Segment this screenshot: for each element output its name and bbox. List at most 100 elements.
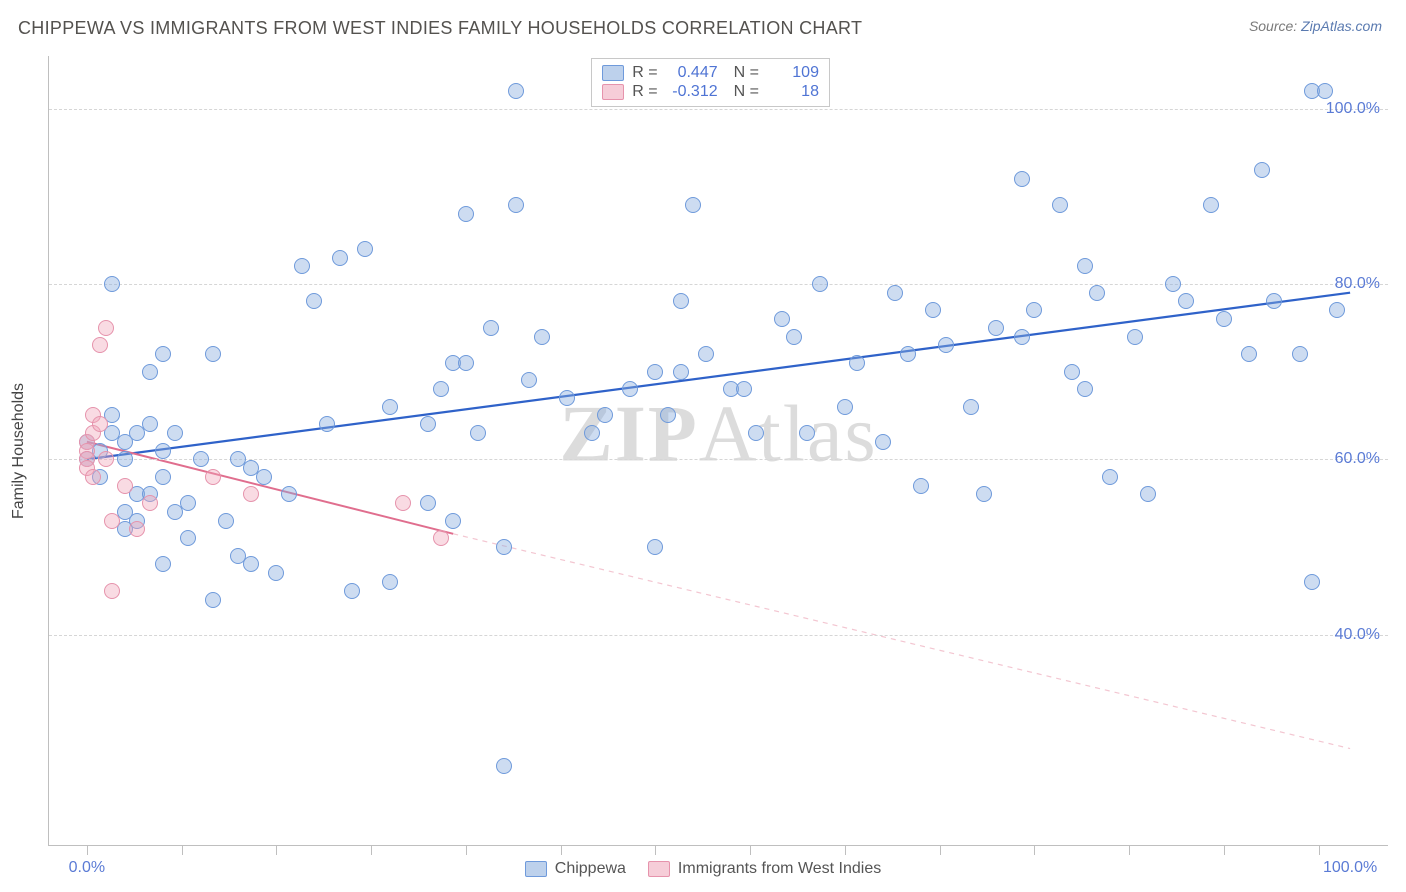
data-point-blue (420, 416, 436, 432)
data-point-blue (205, 592, 221, 608)
data-point-blue (256, 469, 272, 485)
data-point-blue (1077, 381, 1093, 397)
data-point-pink (395, 495, 411, 511)
data-point-blue (433, 381, 449, 397)
data-point-blue (1241, 346, 1257, 362)
gridline-h (49, 284, 1388, 285)
x-tick (1129, 845, 1130, 855)
legend-r-label: R = (632, 64, 657, 82)
data-point-blue (294, 258, 310, 274)
x-tick (750, 845, 751, 855)
data-point-pink (129, 521, 145, 537)
legend-item-west-indies: Immigrants from West Indies (648, 860, 881, 878)
data-point-blue (483, 320, 499, 336)
data-point-blue (748, 425, 764, 441)
data-point-blue (1052, 197, 1068, 213)
data-point-blue (925, 302, 941, 318)
data-point-blue (155, 443, 171, 459)
data-point-blue (142, 364, 158, 380)
data-point-blue (306, 293, 322, 309)
legend-row-pink: R = -0.312 N = 18 (602, 83, 819, 101)
data-point-blue (673, 364, 689, 380)
data-point-blue (344, 583, 360, 599)
legend-row-blue: R = 0.447 N = 109 (602, 64, 819, 82)
trend-lines-layer (49, 56, 1388, 845)
data-point-blue (1178, 293, 1194, 309)
data-point-blue (1304, 574, 1320, 590)
data-point-blue (508, 197, 524, 213)
data-point-blue (357, 241, 373, 257)
data-point-blue (1292, 346, 1308, 362)
legend-label: Immigrants from West Indies (678, 860, 881, 878)
data-point-pink (117, 478, 133, 494)
data-point-blue (622, 381, 638, 397)
data-point-blue (319, 416, 335, 432)
x-tick (845, 845, 846, 855)
data-point-blue (268, 565, 284, 581)
data-point-blue (1102, 469, 1118, 485)
legend-series: Chippewa Immigrants from West Indies (0, 860, 1406, 878)
data-point-blue (988, 320, 1004, 336)
legend-swatch-blue (525, 861, 547, 877)
gridline-h (49, 635, 1388, 636)
data-point-blue (938, 337, 954, 353)
data-point-blue (1317, 83, 1333, 99)
legend-swatch-pink (602, 84, 624, 100)
legend-swatch-blue (602, 65, 624, 81)
x-tick (371, 845, 372, 855)
chart-plot-area: ZIPAtlas Family Households R = 0.447 N =… (48, 56, 1388, 846)
data-point-blue (382, 399, 398, 415)
data-point-pink (433, 530, 449, 546)
watermark: ZIPAtlas (559, 389, 877, 480)
data-point-blue (786, 329, 802, 345)
data-point-blue (1014, 329, 1030, 345)
data-point-blue (1127, 329, 1143, 345)
x-tick (940, 845, 941, 855)
legend-n-value-pink: 18 (767, 83, 819, 101)
data-point-blue (104, 276, 120, 292)
data-point-blue (496, 539, 512, 555)
legend-n-label: N = (734, 83, 759, 101)
data-point-blue (685, 197, 701, 213)
chart-title: CHIPPEWA VS IMMIGRANTS FROM WEST INDIES … (18, 18, 862, 39)
data-point-blue (812, 276, 828, 292)
x-tick (1319, 845, 1320, 855)
data-point-blue (458, 206, 474, 222)
data-point-pink (104, 513, 120, 529)
data-point-blue (673, 293, 689, 309)
data-point-blue (142, 416, 158, 432)
data-point-blue (1089, 285, 1105, 301)
source-link[interactable]: ZipAtlas.com (1301, 18, 1382, 34)
legend-correlation: R = 0.447 N = 109 R = -0.312 N = 18 (591, 58, 830, 107)
data-point-pink (205, 469, 221, 485)
data-point-blue (584, 425, 600, 441)
x-tick (87, 845, 88, 855)
data-point-blue (117, 451, 133, 467)
data-point-pink (92, 337, 108, 353)
data-point-blue (1203, 197, 1219, 213)
legend-item-chippewa: Chippewa (525, 860, 626, 878)
data-point-blue (534, 329, 550, 345)
data-point-blue (167, 425, 183, 441)
data-point-blue (508, 83, 524, 99)
data-point-blue (243, 556, 259, 572)
data-point-blue (698, 346, 714, 362)
y-tick-label: 60.0% (1335, 450, 1380, 468)
data-point-blue (913, 478, 929, 494)
data-point-blue (193, 451, 209, 467)
data-point-pink (85, 469, 101, 485)
data-point-blue (1216, 311, 1232, 327)
legend-n-label: N = (734, 64, 759, 82)
data-point-blue (1266, 293, 1282, 309)
data-point-blue (660, 407, 676, 423)
legend-label: Chippewa (555, 860, 626, 878)
legend-n-value-blue: 109 (767, 64, 819, 82)
data-point-pink (104, 583, 120, 599)
data-point-blue (382, 574, 398, 590)
x-tick (1224, 845, 1225, 855)
data-point-pink (142, 495, 158, 511)
data-point-blue (1254, 162, 1270, 178)
data-point-blue (155, 346, 171, 362)
data-point-blue (180, 530, 196, 546)
data-point-blue (205, 346, 221, 362)
